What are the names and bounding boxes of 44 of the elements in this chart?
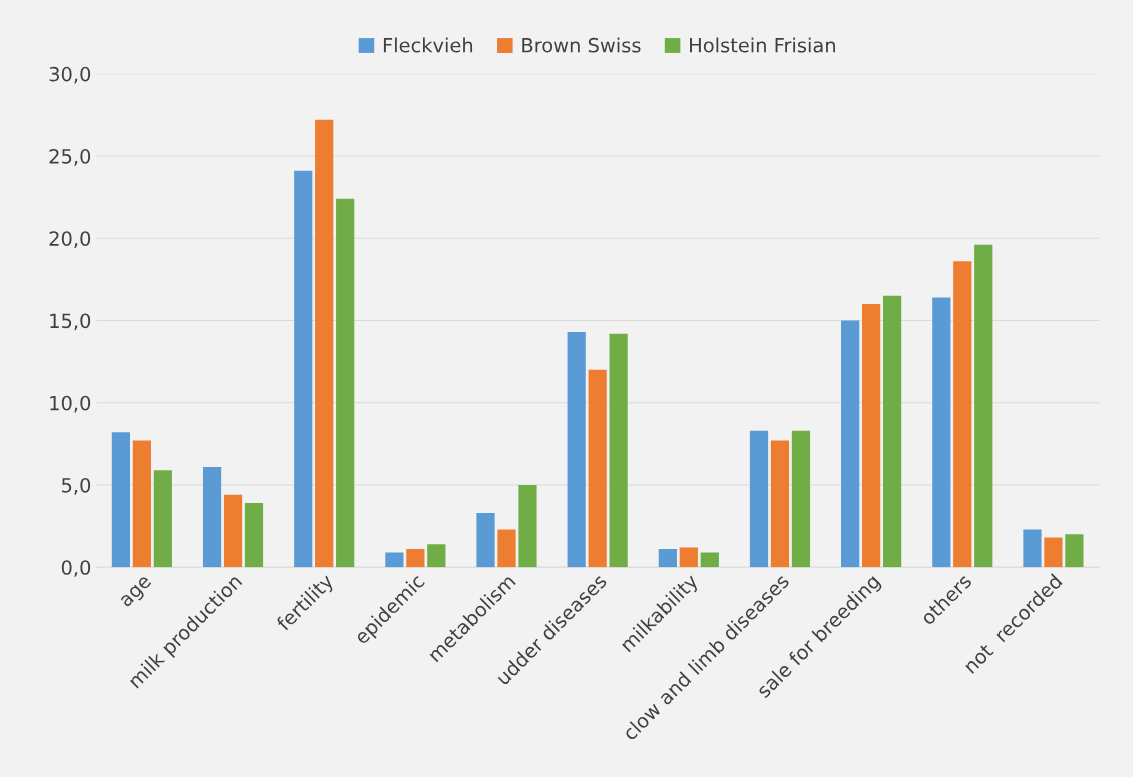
bar <box>315 119 334 568</box>
bar <box>1065 534 1084 568</box>
bar <box>336 198 355 568</box>
bar <box>974 244 993 568</box>
y-tick-label: 20,0 <box>49 231 91 248</box>
y-tick-label: 0,0 <box>61 560 91 577</box>
bar <box>882 295 902 568</box>
bar <box>679 547 698 568</box>
bar <box>609 333 628 568</box>
bar <box>153 470 172 568</box>
bar <box>1044 537 1063 568</box>
bar <box>588 369 607 568</box>
bar <box>749 430 769 568</box>
bar <box>406 549 425 568</box>
bar <box>658 549 677 568</box>
bar <box>427 544 446 568</box>
bar <box>385 552 404 568</box>
x-tick-label: age <box>119 575 155 611</box>
bar <box>497 529 516 568</box>
y-tick-label: 25,0 <box>49 149 91 166</box>
y-tick-label: 30,0 <box>49 66 91 84</box>
bar <box>862 304 881 568</box>
y-tick-label: 10,0 <box>50 395 91 413</box>
legend-label: Holstein Frisian <box>690 37 835 53</box>
bar <box>202 466 222 568</box>
bar <box>567 332 586 568</box>
bar <box>932 297 951 568</box>
bar <box>770 440 790 568</box>
bar <box>700 552 719 568</box>
bar <box>841 320 860 568</box>
bar <box>791 430 811 568</box>
bar <box>294 170 313 568</box>
legend-label: Fleckvieh <box>383 37 473 53</box>
bar <box>111 432 131 568</box>
bar <box>223 494 243 568</box>
bar <box>518 484 537 568</box>
bar <box>953 261 972 568</box>
bar <box>132 440 151 568</box>
legend-label: Brown Swiss <box>522 37 641 53</box>
y-tick-label: 15,0 <box>50 313 91 331</box>
bar <box>1023 529 1042 568</box>
y-tick-label: 5,0 <box>62 477 91 495</box>
bar <box>244 503 264 568</box>
bar <box>476 512 495 568</box>
